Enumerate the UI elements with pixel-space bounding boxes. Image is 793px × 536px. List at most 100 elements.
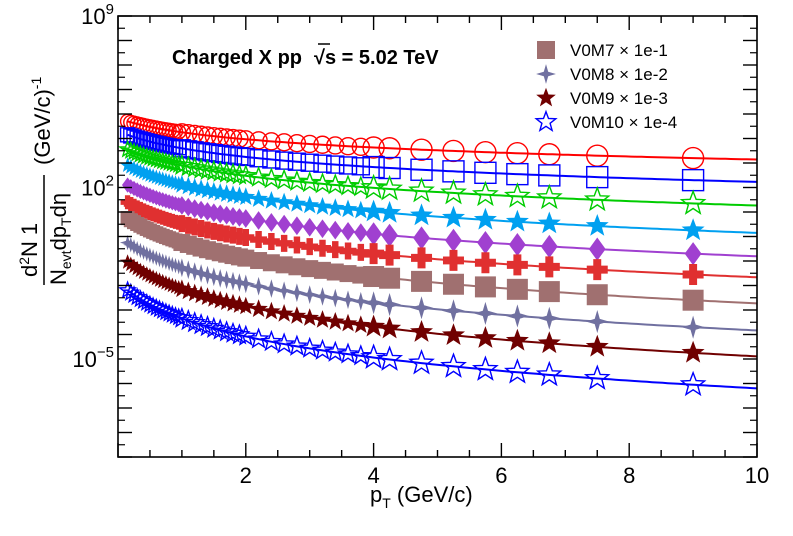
data-point (503, 358, 531, 384)
series-10 (117, 280, 758, 397)
data-point (326, 312, 345, 330)
data-point (351, 157, 371, 176)
data-point (126, 239, 142, 255)
legend-label: V0M9 × 1e-3 (570, 89, 668, 108)
data-point (540, 234, 558, 259)
data-point (301, 260, 319, 278)
data-point (354, 223, 368, 243)
data-point (300, 195, 319, 214)
data-point (315, 219, 330, 239)
legend: V0M7 × 1e-1 V0M8 × 1e-2 V0M9 × 1e-3 V0M10 ×… (534, 41, 677, 133)
data-point (239, 209, 253, 228)
data-point (249, 299, 268, 317)
data-point (360, 173, 388, 200)
data-point (311, 172, 334, 194)
x-tick-label: 8 (623, 463, 635, 488)
data-point (210, 269, 230, 288)
data-point (132, 242, 149, 259)
data-point (178, 260, 198, 280)
data-point (413, 226, 430, 250)
data-point (411, 270, 433, 292)
data-point (363, 266, 385, 288)
data-point (505, 304, 529, 328)
data-point (505, 209, 529, 232)
data-point (298, 336, 321, 358)
data-point (585, 310, 609, 334)
data-point (537, 306, 561, 330)
data-point (262, 254, 280, 272)
legend-marker (537, 41, 555, 59)
x-tick-label: 2 (240, 463, 252, 488)
data-point (221, 162, 245, 184)
data-point (325, 288, 345, 308)
y-title-unit: (GeV/c)-1 (28, 77, 55, 165)
data-point (679, 189, 707, 215)
plot-area (117, 113, 758, 397)
data-point (119, 234, 136, 251)
data-point (275, 234, 293, 252)
x-tick-label: 4 (367, 463, 379, 488)
legend-label: V0M8 × 1e-2 (570, 65, 668, 84)
data-point (285, 169, 309, 192)
data-point (191, 264, 211, 283)
y-tick-label: 10−5 (72, 344, 114, 372)
series-7 (120, 211, 758, 311)
data-point (336, 174, 360, 196)
data-point (230, 273, 249, 292)
data-point (123, 237, 139, 253)
data-point (349, 344, 373, 366)
data-point (251, 211, 266, 230)
data-point (300, 134, 319, 154)
data-point (441, 299, 465, 323)
data-point (189, 157, 213, 179)
data-point (274, 281, 294, 301)
x-tick-label: 6 (495, 463, 507, 488)
y-axis-title: 1 NevtdpTdη d2N (GeV/c)-1 (16, 77, 74, 285)
data-point (249, 131, 268, 150)
data-point (313, 197, 332, 215)
data-point (326, 136, 345, 155)
data-point (506, 278, 528, 300)
data-point (288, 258, 306, 276)
data-point (249, 276, 268, 296)
data-point (338, 156, 358, 175)
data-point (208, 160, 232, 182)
data-point (682, 289, 704, 311)
data-point (177, 155, 200, 177)
data-point (170, 153, 194, 176)
data-point (145, 249, 161, 265)
data-point (585, 334, 609, 357)
data-point (215, 320, 238, 342)
data-point (681, 218, 705, 241)
legend-marker (534, 109, 558, 133)
data-point (681, 315, 705, 339)
data-point (135, 244, 152, 260)
data-point (285, 334, 309, 356)
data-point (298, 170, 321, 193)
data-point (379, 244, 401, 266)
data-point (208, 318, 232, 340)
data-point (442, 273, 464, 295)
series-8 (119, 234, 758, 339)
data-point (313, 287, 332, 306)
data-point (277, 214, 291, 234)
axes: 2 4 6 8 10 109 102 10−5 (72, 1, 769, 488)
data-point (313, 135, 332, 154)
data-point (352, 243, 370, 261)
legend-label: V0M7 × 1e-1 (570, 41, 668, 60)
data-point (583, 364, 611, 390)
data-point (288, 236, 306, 254)
data-point (234, 163, 257, 186)
data-point (351, 137, 371, 157)
legend-marker (536, 64, 556, 84)
data-point (408, 176, 435, 203)
data-point (535, 360, 563, 387)
y-title-denominator: NevtdpTdη (46, 193, 74, 285)
data-point (196, 158, 219, 180)
data-point (139, 246, 155, 262)
chart-title: Charged X pp √s = 5.02 TeV (172, 47, 439, 69)
series-6 (120, 195, 758, 285)
data-point (338, 199, 358, 218)
data-point (228, 323, 251, 345)
data-point (535, 183, 563, 210)
